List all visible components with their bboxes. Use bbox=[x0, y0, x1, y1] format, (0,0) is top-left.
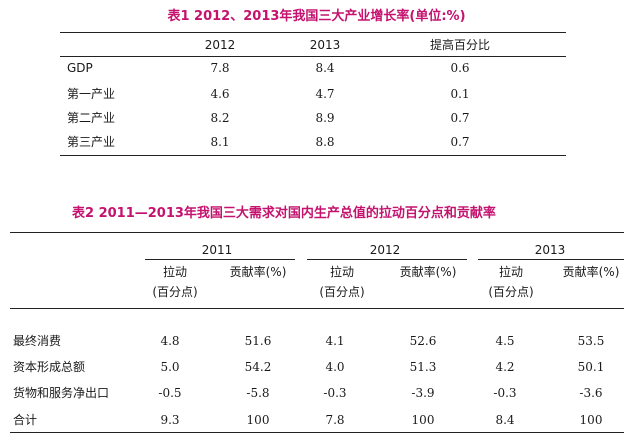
table2-cell: -0.5 bbox=[158, 386, 182, 400]
table2-row-label: 货物和服务净出口 bbox=[13, 386, 110, 400]
table2-row-label: 合计 bbox=[13, 413, 38, 427]
table2-cell: 4.8 bbox=[160, 334, 180, 348]
table1-cell-increase: 0.6 bbox=[450, 61, 470, 75]
table1-bottom-rule bbox=[60, 155, 566, 156]
table1-cell-2012: 4.6 bbox=[210, 87, 230, 101]
table1-header-rule bbox=[60, 56, 566, 57]
table2-cell: 9.3 bbox=[160, 413, 180, 427]
table2-cell: 52.6 bbox=[409, 334, 437, 348]
table2-cell: -3.6 bbox=[579, 386, 603, 400]
table1-cell-increase: 0.1 bbox=[450, 87, 470, 101]
table2-subheader-contribution: 贡献率(%) bbox=[229, 265, 287, 279]
table2-cell: 100 bbox=[579, 413, 603, 427]
table1-cell-2012: 7.8 bbox=[210, 61, 230, 75]
table1-top-rule bbox=[60, 32, 566, 33]
table1-cell-2013: 4.7 bbox=[315, 87, 335, 101]
table1-cell-2013: 8.4 bbox=[315, 61, 335, 75]
table2-subheader-contribution: 贡献率(%) bbox=[562, 265, 620, 279]
table1-header-2013: 2013 bbox=[309, 38, 341, 52]
table2-cell: -0.3 bbox=[323, 386, 347, 400]
table1-cell-2012: 8.1 bbox=[210, 135, 230, 149]
table2-cell: 53.5 bbox=[577, 334, 605, 348]
table2-cell: 100 bbox=[246, 413, 270, 427]
table1-header-increase: 提高百分比 bbox=[429, 38, 490, 52]
table2-top-rule bbox=[10, 232, 624, 233]
table2-cell: -5.8 bbox=[246, 386, 270, 400]
table1-title: 表1 2012、2013年我国三大产业增长率(单位:%) bbox=[167, 9, 466, 24]
table2-bottom-rule bbox=[10, 432, 624, 433]
table2-group-rule-2011 bbox=[145, 259, 295, 260]
table2-subheader-pull: 拉动 bbox=[162, 265, 187, 279]
table1-cell-increase: 0.7 bbox=[450, 135, 470, 149]
table2-subheader-contribution: 贡献率(%) bbox=[399, 265, 457, 279]
table1-row-label: 第三产业 bbox=[67, 135, 116, 149]
table2-cell: -3.9 bbox=[411, 386, 435, 400]
table2-cell: 54.2 bbox=[244, 360, 272, 374]
table2-subheader-pull-unit: (百分点) bbox=[488, 285, 534, 299]
table2-group-rule-2013 bbox=[478, 259, 624, 260]
table2-cell: 100 bbox=[411, 413, 435, 427]
table1-cell-2013: 8.8 bbox=[315, 135, 335, 149]
table2-subheader-pull-unit: (百分点) bbox=[152, 285, 198, 299]
table2-header-rule bbox=[10, 308, 624, 309]
table2-cell: 5.0 bbox=[160, 360, 180, 374]
table2-row-label: 最终消费 bbox=[13, 334, 62, 348]
table1-row-label: GDP bbox=[67, 61, 93, 75]
table1-cell-2012: 8.2 bbox=[210, 111, 230, 125]
table2-year-2011: 2011 bbox=[201, 243, 233, 257]
table2-cell: 51.3 bbox=[409, 360, 437, 374]
table2-cell: 4.2 bbox=[495, 360, 515, 374]
table2-cell: 8.4 bbox=[495, 413, 515, 427]
table2-cell: 51.6 bbox=[244, 334, 272, 348]
table1-cell-2013: 8.9 bbox=[315, 111, 335, 125]
table2-cell: 7.8 bbox=[325, 413, 345, 427]
table2-group-rule-2012 bbox=[307, 259, 467, 260]
table2-subheader-pull: 拉动 bbox=[329, 265, 354, 279]
table1-row-label: 第一产业 bbox=[67, 87, 116, 101]
table2-cell: -0.3 bbox=[493, 386, 517, 400]
table2-cell: 4.0 bbox=[325, 360, 345, 374]
table2-year-2013: 2013 bbox=[534, 243, 566, 257]
table2-cell: 4.1 bbox=[325, 334, 345, 348]
table2-cell: 4.5 bbox=[495, 334, 515, 348]
table2-subheader-pull: 拉动 bbox=[498, 265, 523, 279]
table2-year-2012: 2012 bbox=[369, 243, 401, 257]
table1-header-2012: 2012 bbox=[204, 38, 236, 52]
table2-cell: 50.1 bbox=[577, 360, 605, 374]
table1-row-label: 第二产业 bbox=[67, 111, 116, 125]
table2-title: 表2 2011—2013年我国三大需求对国内生产总值的拉动百分点和贡献率 bbox=[72, 206, 496, 221]
table1-cell-increase: 0.7 bbox=[450, 111, 470, 125]
table2-subheader-pull-unit: (百分点) bbox=[319, 285, 365, 299]
table2-row-label: 资本形成总额 bbox=[13, 360, 86, 374]
